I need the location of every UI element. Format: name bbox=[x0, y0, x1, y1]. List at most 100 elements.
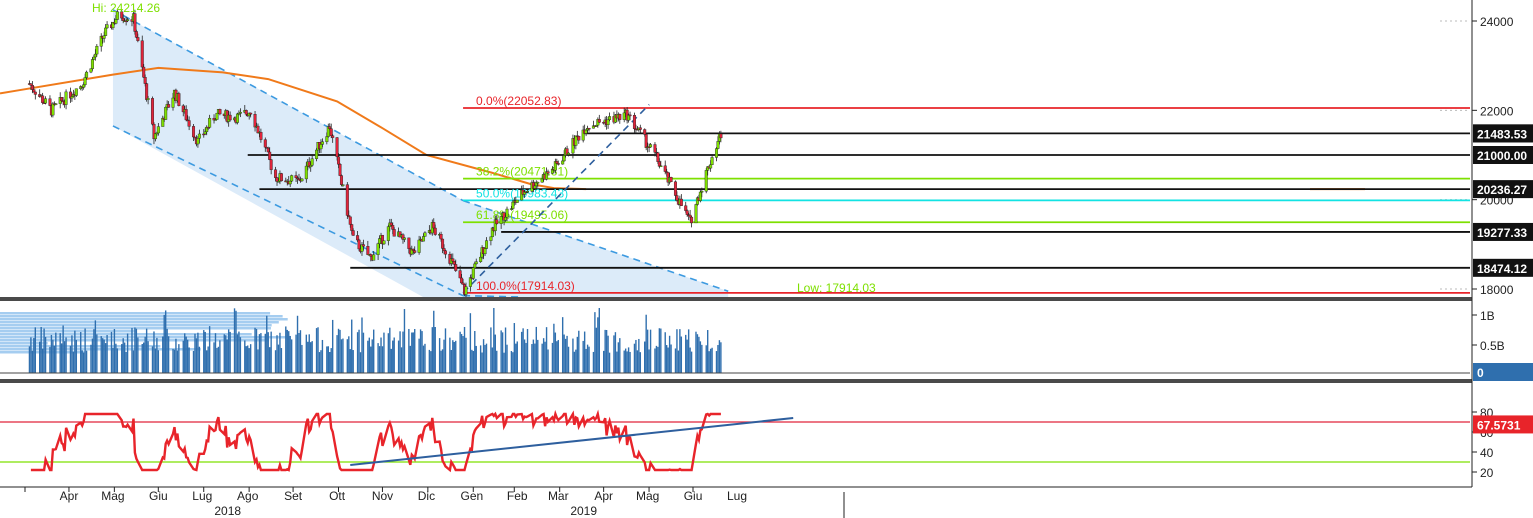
candle-body[interactable] bbox=[319, 144, 323, 150]
candle-body[interactable] bbox=[41, 95, 45, 103]
candle-body[interactable] bbox=[320, 141, 324, 145]
candle-body[interactable] bbox=[350, 224, 354, 231]
candle-body[interactable] bbox=[411, 248, 415, 251]
candle-body[interactable] bbox=[622, 112, 626, 120]
candle-body[interactable] bbox=[121, 17, 125, 21]
candle-body[interactable] bbox=[555, 161, 559, 164]
candle-body[interactable] bbox=[361, 244, 365, 247]
candle-body[interactable] bbox=[663, 165, 667, 172]
candle-body[interactable] bbox=[274, 169, 278, 178]
candle-body[interactable] bbox=[533, 185, 537, 189]
candle-body[interactable] bbox=[249, 112, 253, 115]
candle-body[interactable] bbox=[184, 109, 188, 121]
candle-body[interactable] bbox=[105, 24, 109, 29]
candle-body[interactable] bbox=[150, 98, 154, 125]
channel-upper-line[interactable] bbox=[112, 9, 464, 202]
candle-body[interactable] bbox=[337, 156, 341, 165]
candle-body[interactable] bbox=[126, 19, 130, 22]
candle-body[interactable] bbox=[546, 171, 550, 174]
candle-body[interactable] bbox=[376, 243, 380, 255]
candle-body[interactable] bbox=[196, 138, 200, 145]
candle-body[interactable] bbox=[142, 66, 146, 78]
candle-body[interactable] bbox=[709, 164, 713, 169]
candle-body[interactable] bbox=[694, 204, 698, 224]
candle-body[interactable] bbox=[464, 286, 468, 295]
candle-body[interactable] bbox=[82, 84, 86, 88]
candle-body[interactable] bbox=[382, 240, 386, 245]
candle-body[interactable] bbox=[422, 236, 426, 242]
candle-body[interactable] bbox=[29, 83, 33, 86]
candle-body[interactable] bbox=[386, 226, 390, 241]
candle-body[interactable] bbox=[567, 152, 571, 155]
candle-body[interactable] bbox=[85, 71, 89, 78]
candle-body[interactable] bbox=[259, 131, 263, 140]
candle-body[interactable] bbox=[392, 229, 396, 237]
candle-body[interactable] bbox=[32, 89, 36, 93]
candle-body[interactable] bbox=[690, 216, 694, 224]
candle-body[interactable] bbox=[33, 91, 37, 95]
candle-body[interactable] bbox=[140, 40, 144, 68]
candle-body[interactable] bbox=[679, 198, 683, 206]
candle-body[interactable] bbox=[505, 208, 509, 218]
candle-body[interactable] bbox=[584, 129, 588, 134]
candle-body[interactable] bbox=[389, 222, 393, 226]
candle-body[interactable] bbox=[335, 137, 339, 157]
candle-body[interactable] bbox=[54, 103, 58, 105]
candle-body[interactable] bbox=[203, 131, 207, 135]
candle-body[interactable] bbox=[51, 103, 55, 116]
candle-body[interactable] bbox=[60, 97, 64, 101]
candle-body[interactable] bbox=[644, 134, 648, 148]
candle-body[interactable] bbox=[357, 239, 361, 250]
candle-body[interactable] bbox=[495, 219, 499, 224]
candle-body[interactable] bbox=[606, 119, 610, 125]
candle-body[interactable] bbox=[30, 85, 34, 90]
candle-body[interactable] bbox=[153, 133, 157, 140]
candle-body[interactable] bbox=[504, 217, 508, 221]
candle-body[interactable] bbox=[659, 165, 663, 168]
candle-body[interactable] bbox=[70, 96, 74, 99]
candle-body[interactable] bbox=[275, 177, 279, 182]
candle-body[interactable] bbox=[328, 126, 332, 129]
candle-body[interactable] bbox=[685, 210, 689, 215]
candle-body[interactable] bbox=[540, 178, 544, 183]
candle-body[interactable] bbox=[656, 152, 660, 162]
candle-body[interactable] bbox=[218, 109, 222, 115]
candle-body[interactable] bbox=[561, 160, 565, 165]
candle-body[interactable] bbox=[315, 149, 319, 159]
channel-lower-extension[interactable] bbox=[463, 294, 524, 298]
candle-body[interactable] bbox=[187, 120, 191, 127]
candle-body[interactable] bbox=[263, 139, 267, 148]
candle-body[interactable] bbox=[704, 170, 708, 192]
candle-body[interactable] bbox=[473, 263, 477, 269]
candle-body[interactable] bbox=[288, 180, 292, 185]
candle-body[interactable] bbox=[294, 175, 298, 178]
candle-body[interactable] bbox=[310, 158, 314, 166]
candle-body[interactable] bbox=[300, 178, 304, 182]
candle-body[interactable] bbox=[526, 191, 530, 193]
candle-body[interactable] bbox=[417, 239, 421, 253]
candle-body[interactable] bbox=[92, 56, 96, 60]
candle-body[interactable] bbox=[256, 125, 260, 134]
candle-body[interactable] bbox=[391, 225, 395, 230]
candle-body[interactable] bbox=[143, 77, 147, 84]
candle-body[interactable] bbox=[369, 254, 373, 257]
candle-body[interactable] bbox=[511, 201, 515, 209]
candle-body[interactable] bbox=[485, 240, 489, 249]
candle-body[interactable] bbox=[197, 133, 201, 139]
candle-body[interactable] bbox=[167, 104, 171, 108]
candle-body[interactable] bbox=[64, 91, 68, 105]
candle-body[interactable] bbox=[577, 136, 581, 141]
candle-body[interactable] bbox=[156, 126, 160, 134]
candle-body[interactable] bbox=[244, 110, 248, 115]
candle-body[interactable] bbox=[104, 27, 108, 36]
candle-body[interactable] bbox=[114, 19, 118, 24]
candle-body[interactable] bbox=[356, 235, 360, 241]
candle-body[interactable] bbox=[89, 68, 93, 73]
uptrend-line[interactable] bbox=[462, 104, 650, 294]
candle-body[interactable] bbox=[329, 128, 333, 136]
candle-body[interactable] bbox=[499, 216, 503, 224]
candle-body[interactable] bbox=[458, 270, 462, 279]
candle-body[interactable] bbox=[649, 144, 653, 148]
candle-body[interactable] bbox=[474, 261, 478, 265]
candle-body[interactable] bbox=[452, 261, 456, 265]
